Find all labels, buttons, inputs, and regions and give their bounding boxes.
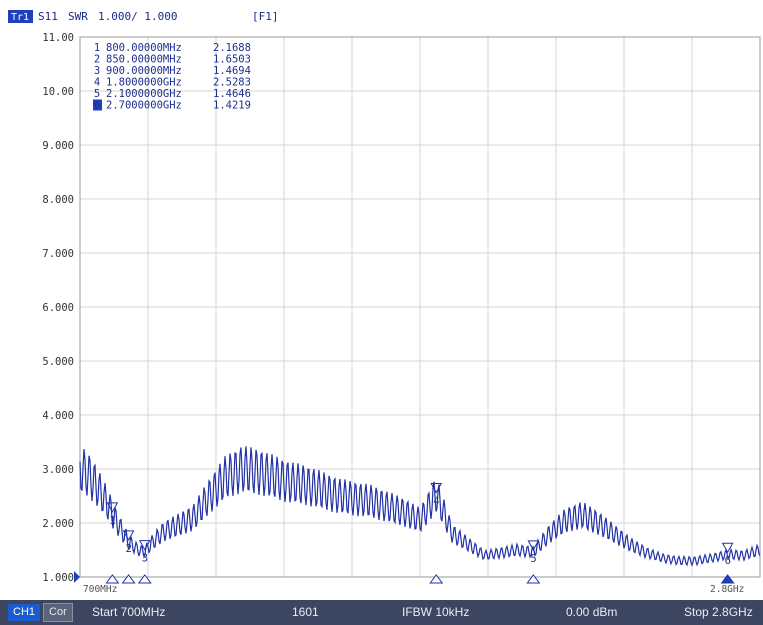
marker-table-value: 1.4219 — [213, 100, 251, 112]
marker-table-num: 5 — [94, 88, 100, 100]
y-tick-label: 11.00 — [42, 32, 74, 44]
function-key: [F1] — [252, 10, 279, 23]
y-tick-label: 1.000 — [42, 572, 74, 584]
marker-label: 2 — [126, 543, 132, 555]
marker-table-freq: 2.7000000GHz — [106, 100, 182, 112]
marker-table-value: 2.1688 — [213, 42, 251, 54]
source-power[interactable]: 0.00 dBm — [566, 605, 618, 619]
y-tick-label: 9.000 — [42, 140, 74, 152]
marker-label: 4 — [433, 495, 439, 507]
marker-axis-icon — [121, 574, 136, 584]
trace-plot[interactable]: Tr1 S11 SWR 1.000/ 1.000 [F1] 11.00 10.00… — [0, 0, 763, 600]
grid — [79, 36, 761, 578]
trace-parameter: S11 — [38, 10, 58, 23]
start-frequency[interactable]: Start 700MHz — [92, 605, 166, 619]
marker-label: 5 — [530, 553, 536, 565]
marker-label: 3 — [142, 553, 148, 565]
y-tick-label: 8.000 — [42, 194, 74, 206]
trace-format: SWR — [68, 10, 88, 23]
marker-table-freq: 800.00000MHz — [106, 42, 182, 54]
marker-axis-icon — [429, 574, 444, 584]
plot-frame — [79, 36, 761, 578]
y-tick-label: 4.000 — [42, 410, 74, 422]
y-tick-label: 10.00 — [42, 86, 74, 98]
marker-table-freq: 1.8000000GHz — [106, 77, 182, 89]
stop-frequency[interactable]: Stop 2.8GHz — [684, 605, 753, 619]
marker-table-value: 2.5283 — [213, 77, 251, 89]
marker-table: 1 800.00000MHz 2.1688 2 850.00000MHz 1.6503 3 9… — [93, 42, 251, 112]
marker-icon — [721, 542, 734, 554]
marker-axis-icon — [137, 574, 152, 584]
plot-background — [0, 0, 763, 600]
marker-table-num: 4 — [94, 77, 100, 89]
y-tick-label: 3.000 — [42, 464, 74, 476]
marker-table-num: 6 — [94, 100, 100, 112]
marker-table-freq: 2.1000000GHz — [106, 88, 182, 100]
trace-badge-bg[interactable] — [8, 10, 33, 23]
marker-label: 1 — [109, 515, 115, 527]
trace-line — [79, 446, 761, 567]
marker-axis-icon — [720, 574, 735, 584]
marker-icon — [430, 482, 443, 494]
trace-scale: 1.000/ 1.000 — [98, 10, 177, 23]
x-tick-stop: 2.8GHz — [710, 584, 744, 595]
x-tick-start: 700MHz — [83, 584, 117, 595]
marker-icon — [527, 540, 540, 551]
y-axis-ticks: 11.00 10.00 9.000 8.000 7.000 6.000 5.000 4.000… — [42, 32, 80, 584]
if-bandwidth[interactable]: IFBW 10kHz — [402, 605, 470, 619]
active-marker-highlight — [93, 99, 102, 111]
status-bar: CH1 Cor Start 700MHz 1601 IFBW 10kHz 0.0… — [0, 600, 763, 625]
marker-label: 6 — [725, 555, 731, 567]
marker-axis-icon — [105, 574, 120, 584]
marker-icon — [122, 530, 135, 541]
marker-table-value: 1.4646 — [213, 88, 251, 100]
y-tick-label: 5.000 — [42, 356, 74, 368]
y-tick-label: 7.000 — [42, 248, 74, 260]
y-tick-label: 6.000 — [42, 302, 74, 314]
marker-icon — [138, 540, 151, 551]
marker-axis-icon — [526, 574, 541, 584]
trace-badge[interactable]: Tr1 — [11, 12, 29, 23]
marker-table-freq: 900.00000MHz — [106, 65, 182, 77]
channel-badge[interactable]: CH1 — [8, 604, 41, 621]
marker-icon — [106, 502, 119, 513]
marker-table-value: 1.4694 — [213, 65, 251, 77]
marker-table-num: 3 — [94, 65, 100, 77]
marker-table-num: 1 — [94, 42, 100, 54]
reference-level-icon — [74, 571, 80, 583]
marker-table-value: 1.6503 — [213, 54, 251, 66]
marker-table-num: 2 — [94, 54, 100, 66]
marker-table-freq: 850.00000MHz — [106, 54, 182, 66]
points-count[interactable]: 1601 — [292, 605, 319, 619]
correction-badge[interactable]: Cor — [43, 603, 73, 622]
y-tick-label: 2.000 — [42, 518, 74, 530]
